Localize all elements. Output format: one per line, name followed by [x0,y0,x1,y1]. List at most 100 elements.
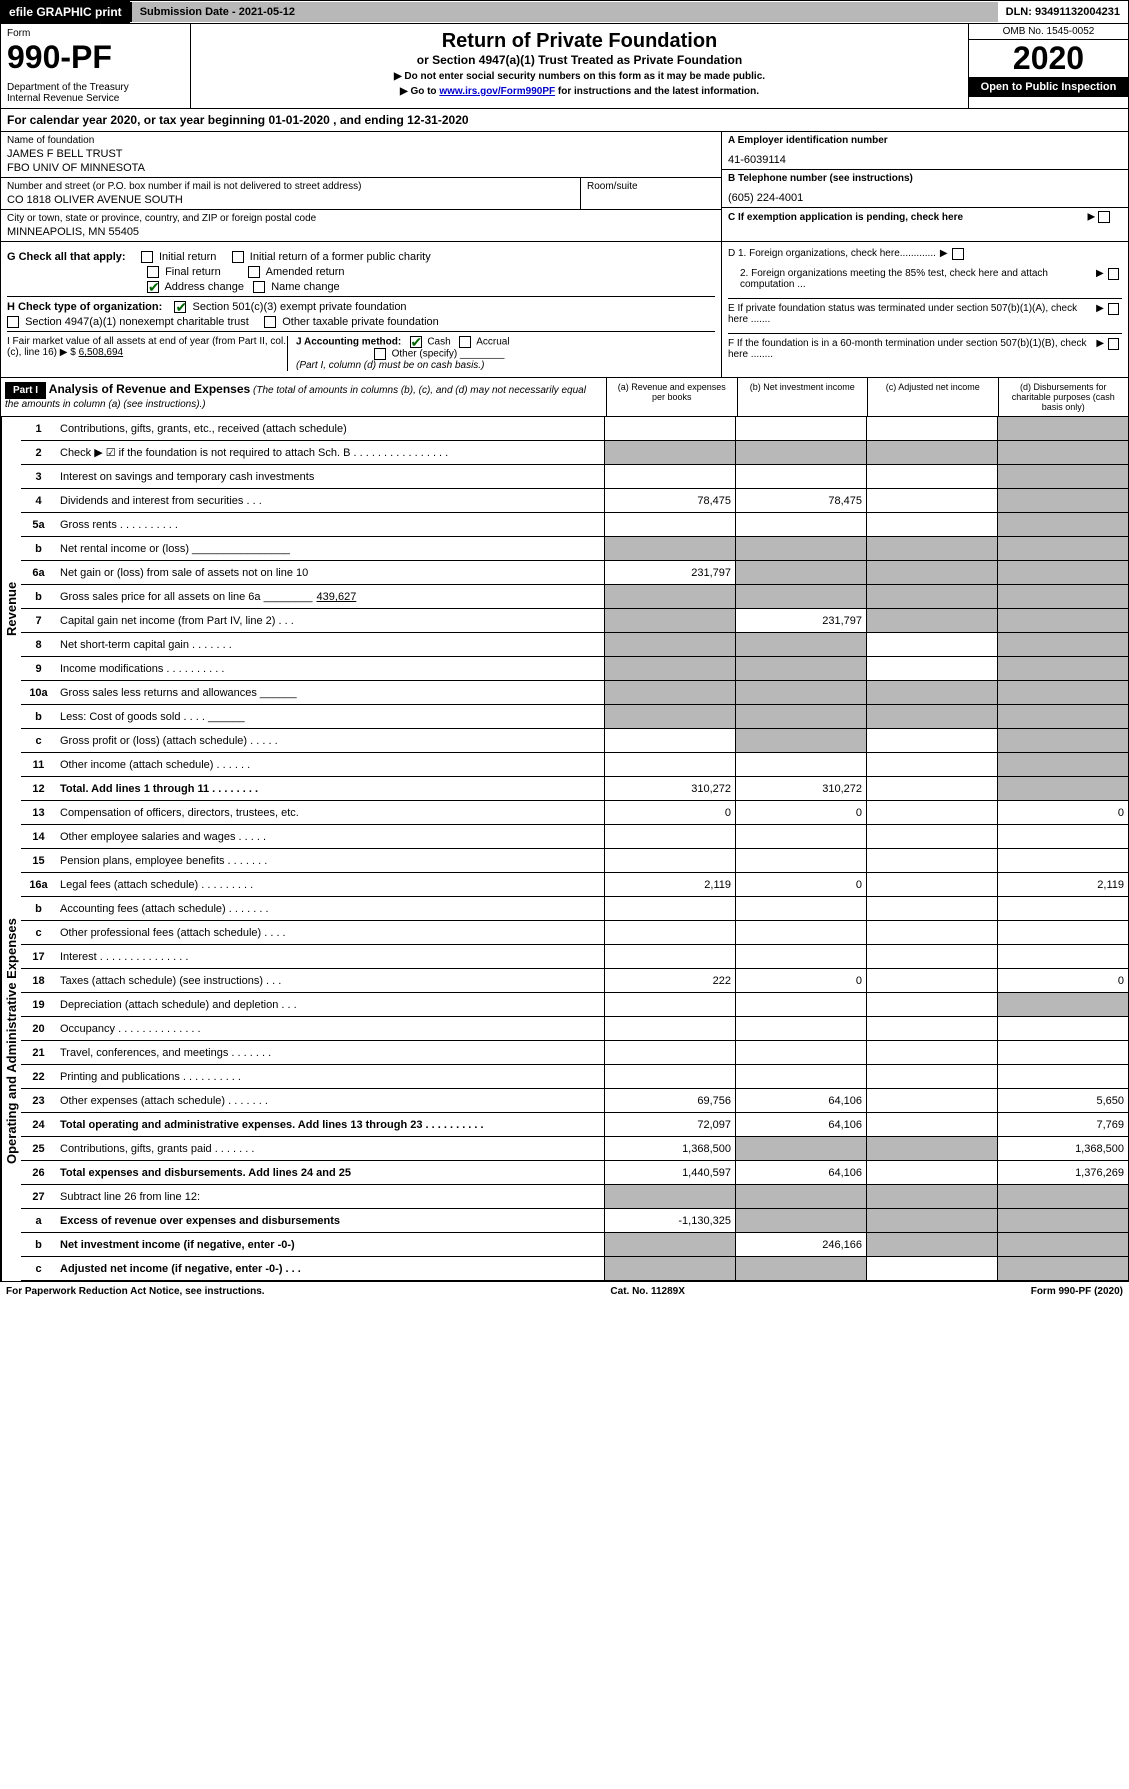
title-box: Return of Private Foundation or Section … [191,24,968,108]
line-10a: 10aGross sales less returns and allowanc… [21,681,1129,705]
form-label: Form [7,28,184,39]
line-22: 22Printing and publications . . . . . . … [21,1065,1129,1089]
line-24: 24Total operating and administrative exp… [21,1113,1129,1137]
address-change-checkbox[interactable] [147,281,159,293]
col-b-header: (b) Net investment income [737,378,868,416]
line-c: cOther professional fees (attach schedul… [21,921,1129,945]
amended-checkbox[interactable] [248,266,260,278]
address-cell: Number and street (or P.O. box number if… [1,178,581,210]
phone-cell: B Telephone number (see instructions) (6… [722,170,1128,208]
exemption-cell: C If exemption application is pending, c… [722,208,1128,226]
ij-row: I Fair market value of all assets at end… [7,331,715,371]
address: CO 1818 OLIVER AVENUE SOUTH [7,194,574,206]
line-b: bNet investment income (if negative, ent… [21,1233,1129,1257]
check-section: G Check all that apply: Initial return I… [0,242,1129,378]
line-1: 1Contributions, gifts, grants, etc., rec… [21,417,1129,441]
col-a-header: (a) Revenue and expenses per books [606,378,737,416]
form-number: 990-PF [7,39,184,76]
line-5a: 5aGross rents . . . . . . . . . . [21,513,1129,537]
instruction-1: ▶ Do not enter social security numbers o… [197,71,962,82]
line-11: 11Other income (attach schedule) . . . .… [21,753,1129,777]
line-19: 19Depreciation (attach schedule) and dep… [21,993,1129,1017]
phone: (605) 224-4001 [728,192,1122,204]
line-26: 26Total expenses and disbursements. Add … [21,1161,1129,1185]
line-8: 8Net short-term capital gain . . . . . .… [21,633,1129,657]
top-bar: efile GRAPHIC print Submission Date - 20… [0,0,1129,24]
4947-checkbox[interactable] [7,316,19,328]
line-4: 4Dividends and interest from securities … [21,489,1129,513]
d2-checkbox[interactable] [1108,268,1119,280]
line-25: 25Contributions, gifts, grants paid . . … [21,1137,1129,1161]
sub-title: or Section 4947(a)(1) Trust Treated as P… [197,53,962,67]
city: MINNEAPOLIS, MN 55405 [7,226,715,238]
line-14: 14Other employee salaries and wages . . … [21,825,1129,849]
expense-table: Operating and Administrative Expenses 13… [0,801,1129,1281]
tax-year: 2020 [969,40,1128,77]
expense-label: Operating and Administrative Expenses [1,801,21,1281]
col-d-header: (d) Disbursements for charitable purpose… [998,378,1129,416]
line-9: 9Income modifications . . . . . . . . . … [21,657,1129,681]
initial-return-checkbox[interactable] [141,251,153,263]
line-b: bAccounting fees (attach schedule) . . .… [21,897,1129,921]
d1-item: D 1. Foreign organizations, check here..… [728,248,1122,260]
line-2: 2Check ▶ ☑ if the foundation is not requ… [21,441,1129,465]
exemption-checkbox[interactable] [1098,211,1110,223]
form-ref: Form 990-PF (2020) [1031,1286,1123,1297]
f-checkbox[interactable] [1108,338,1119,350]
irs-link[interactable]: www.irs.gov/Form990PF [439,86,555,97]
dln: DLN: 93491132004231 [998,2,1128,22]
form-header: Form 990-PF Department of the TreasuryIn… [0,24,1129,109]
cash-checkbox[interactable] [410,336,422,348]
501c3-checkbox[interactable] [174,301,186,313]
line-20: 20Occupancy . . . . . . . . . . . . . . [21,1017,1129,1041]
fmv-value: 6,508,694 [79,347,124,358]
foundation-name-1: JAMES F BELL TRUST [7,148,715,160]
d2-item: 2. Foreign organizations meeting the 85%… [728,268,1122,290]
cat-number: Cat. No. 11289X [610,1286,684,1297]
initial-former-checkbox[interactable] [232,251,244,263]
instruction-2: ▶ Go to www.irs.gov/Form990PF for instru… [197,86,962,97]
department: Department of the TreasuryInternal Reven… [7,82,184,104]
form-number-box: Form 990-PF Department of the TreasuryIn… [1,24,191,108]
open-public: Open to Public Inspection [969,77,1128,97]
line-a: aExcess of revenue over expenses and dis… [21,1209,1129,1233]
part1-header-row: Part I Analysis of Revenue and Expenses … [0,378,1129,417]
part1-badge: Part I [5,382,46,399]
line-7: 7Capital gain net income (from Part IV, … [21,609,1129,633]
submission-date: Submission Date - 2021-05-12 [130,2,998,22]
d1-checkbox[interactable] [952,248,964,260]
line-c: cAdjusted net income (if negative, enter… [21,1257,1129,1281]
omb-number: OMB No. 1545-0052 [969,24,1128,40]
line-12: 12Total. Add lines 1 through 11 . . . . … [21,777,1129,801]
other-taxable-checkbox[interactable] [264,316,276,328]
page-footer: For Paperwork Reduction Act Notice, see … [0,1281,1129,1301]
line-13: 13Compensation of officers, directors, t… [21,801,1129,825]
f-item: F If the foundation is in a 60-month ter… [728,333,1122,360]
line-16a: 16aLegal fees (attach schedule) . . . . … [21,873,1129,897]
line-3: 3Interest on savings and temporary cash … [21,465,1129,489]
line-c: cGross profit or (loss) (attach schedule… [21,729,1129,753]
room-cell: Room/suite [581,178,721,210]
col-c-header: (c) Adjusted net income [867,378,998,416]
name-change-checkbox[interactable] [253,281,265,293]
calendar-year: For calendar year 2020, or tax year begi… [0,109,1129,132]
line-b: bNet rental income or (loss) ___________… [21,537,1129,561]
foundation-name-2: FBO UNIV OF MINNESOTA [7,162,715,174]
other-method-checkbox[interactable] [374,348,386,360]
accrual-checkbox[interactable] [459,336,471,348]
info-section: Name of foundation JAMES F BELL TRUST FB… [0,132,1129,242]
line-6a: 6aNet gain or (loss) from sale of assets… [21,561,1129,585]
e-checkbox[interactable] [1108,303,1119,315]
year-box: OMB No. 1545-0052 2020 Open to Public In… [968,24,1128,108]
e-item: E If private foundation status was termi… [728,298,1122,325]
efile-button[interactable]: efile GRAPHIC print [1,1,130,23]
g-row: G Check all that apply: Initial return I… [7,251,715,263]
part1-title: Analysis of Revenue and Expenses [49,382,250,396]
ein-cell: A Employer identification number 41-6039… [722,132,1128,170]
line-15: 15Pension plans, employee benefits . . .… [21,849,1129,873]
h-row: H Check type of organization: Section 50… [7,296,715,313]
ein: 41-6039114 [728,154,1122,166]
final-return-checkbox[interactable] [147,266,159,278]
city-cell: City or town, state or province, country… [1,210,721,241]
revenue-table: Revenue 1Contributions, gifts, grants, e… [0,417,1129,801]
